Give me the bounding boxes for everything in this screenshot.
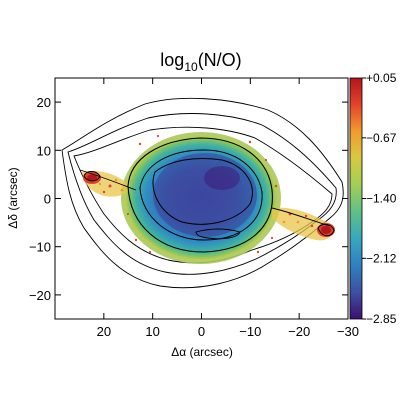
y-tick-label: 10 [37,143,51,158]
rim-speckles [126,134,278,254]
contour-inner-3 [152,158,253,225]
colorbar [349,77,363,320]
nebula-image [61,97,344,289]
east-lobe [82,170,130,197]
inner-region [153,153,257,237]
contour-west-knot [317,223,335,237]
contour-inner-2 [139,149,263,241]
y-axis-label: Δδ (arcsec) [6,167,20,228]
x-tick-label: −10 [239,324,261,339]
y-tick-label: −10 [29,240,51,255]
colorbar-tick-label: −1.40 [366,192,397,206]
contour-outer-1 [61,97,344,289]
y-axis: 20 10 0 −10 −20 [29,95,348,303]
contour-inner-1 [127,137,273,253]
chart-title: log10(N/O) [160,50,241,74]
y-tick-label: 0 [44,192,51,207]
colorbar-ticks: +0.05 −0.67 −1.40 −2.12 −2.85 [362,71,397,326]
colorbar-tick-label: +0.05 [366,71,397,85]
contour-inner-4 [195,228,241,240]
x-tick-label: 0 [198,324,205,339]
x-axis: 20 10 0 −10 −20 −30 [97,78,359,339]
x-axis-label: Δα (arcsec) [171,345,233,359]
contour-band [79,169,331,227]
x-tick-label: −30 [337,324,359,339]
y-tick-label: 20 [37,95,51,110]
colorbar-tick-label: −2.85 [366,312,397,326]
x-tick-label: 20 [97,324,111,339]
colorbar-tick-label: −0.67 [366,131,397,145]
colorbar-tick-label: −2.12 [366,251,397,265]
x-tick-label: 10 [145,324,159,339]
x-tick-label: −20 [288,324,310,339]
y-tick-label: −20 [29,288,51,303]
inner-spot [204,166,240,190]
